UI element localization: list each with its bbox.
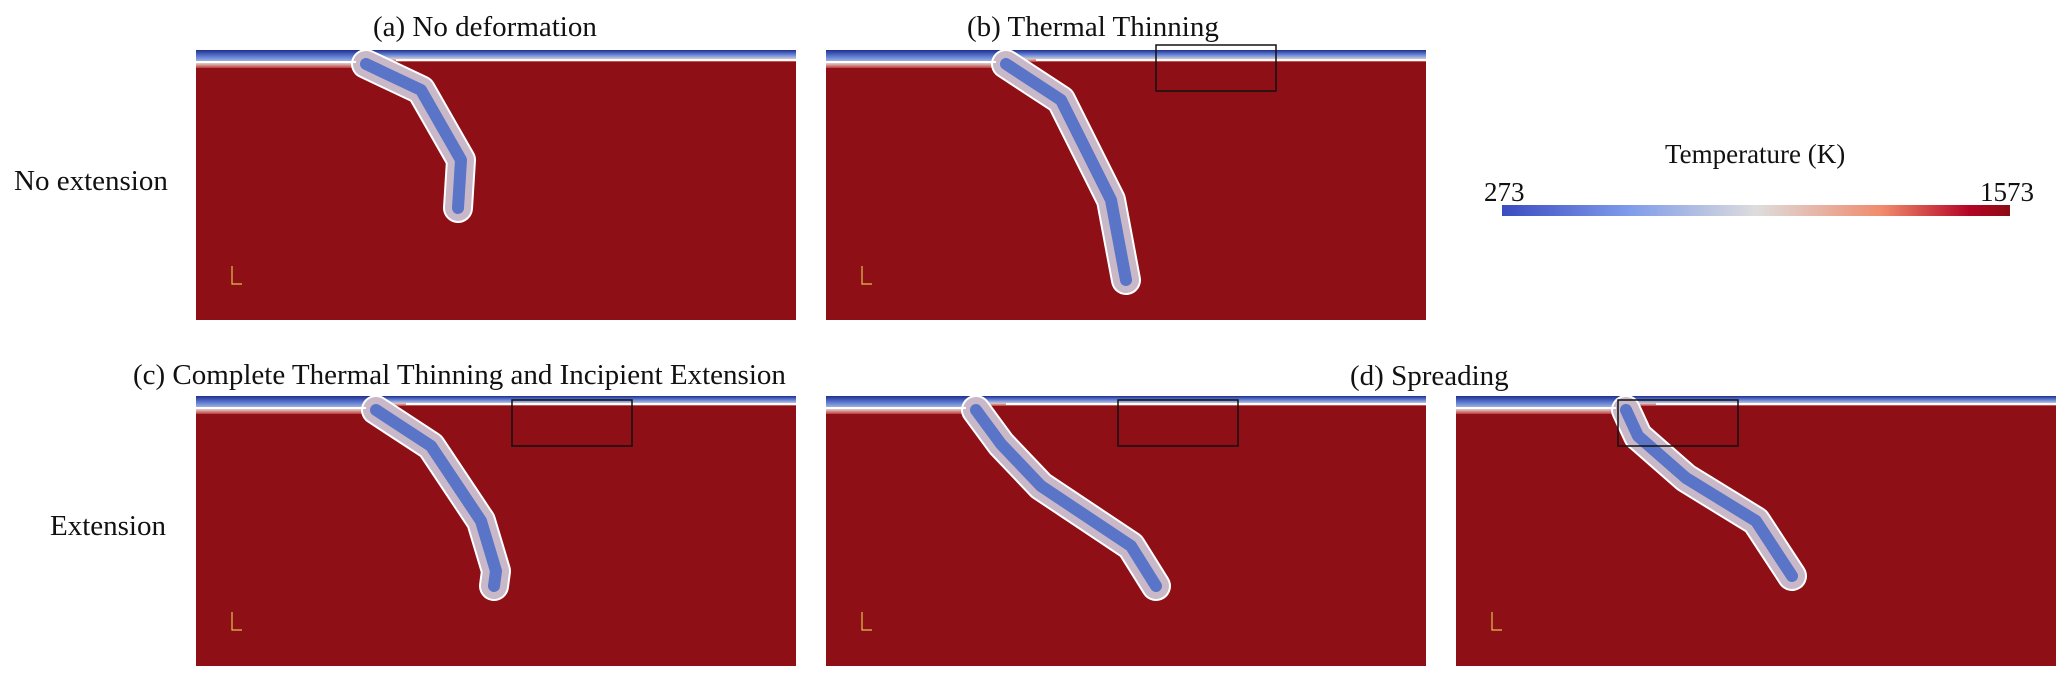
- panel-d1-plate: [826, 396, 1426, 406]
- panel-b-slab-core: [1000, 58, 1132, 286]
- panel-d1: [826, 395, 1426, 666]
- panel-a-left-plate: [196, 50, 366, 68]
- panel-c: [196, 395, 796, 666]
- panel-a: [196, 49, 796, 320]
- panel-d2-axis-glyph: [1491, 612, 1502, 631]
- panel-d2-left-plate: [1456, 396, 1626, 414]
- panel-title-b: (b) Thermal Thinning: [967, 11, 1219, 43]
- panels-group: [196, 44, 2056, 666]
- colorbar-min-label: 273: [1484, 177, 1525, 207]
- row-label-extension: Extension: [50, 510, 166, 542]
- panel-d2-highlight-box: [1617, 399, 1739, 447]
- panel-d1-highlight-box: [1117, 399, 1239, 447]
- row-label-no-extension: No extension: [14, 165, 168, 197]
- panel-b-left-plate: [826, 50, 1006, 68]
- panel-b-highlight-box: [1155, 44, 1277, 92]
- panel-title-d: (d) Spreading: [1350, 360, 1509, 392]
- panel-d2-slab-core: [1620, 404, 1798, 582]
- panel-b-axis-glyph: [861, 266, 872, 285]
- colorbar-max-label: 1573: [1980, 177, 2034, 207]
- panel-title-c: (c) Complete Thermal Thinning and Incipi…: [133, 359, 786, 391]
- panel-d1-axis-glyph: [861, 612, 872, 631]
- colorbar: Temperature (K) 273 1573: [1484, 139, 2034, 216]
- panel-a-slab-core: [360, 58, 467, 214]
- panel-a-mantle: [196, 50, 796, 320]
- panel-c-axis-glyph: [231, 612, 242, 631]
- panel-c-left-plate: [196, 396, 376, 414]
- panel-d1-left-plate: [826, 396, 976, 414]
- panel-d2-plate: [1456, 396, 2056, 406]
- panel-a-axis-glyph: [231, 266, 242, 285]
- colorbar-gradient: [1502, 205, 2010, 216]
- panel-c-highlight-box: [511, 399, 633, 447]
- panel-c-plate: [196, 396, 796, 406]
- panel-d2: [1456, 395, 2056, 666]
- colorbar-title: Temperature (K): [1665, 139, 1845, 169]
- panel-b: [826, 44, 1426, 320]
- panel-d1-slab-core: [970, 404, 1162, 592]
- panel-c-slab-core: [370, 404, 502, 592]
- panel-title-a: (a) No deformation: [373, 11, 597, 43]
